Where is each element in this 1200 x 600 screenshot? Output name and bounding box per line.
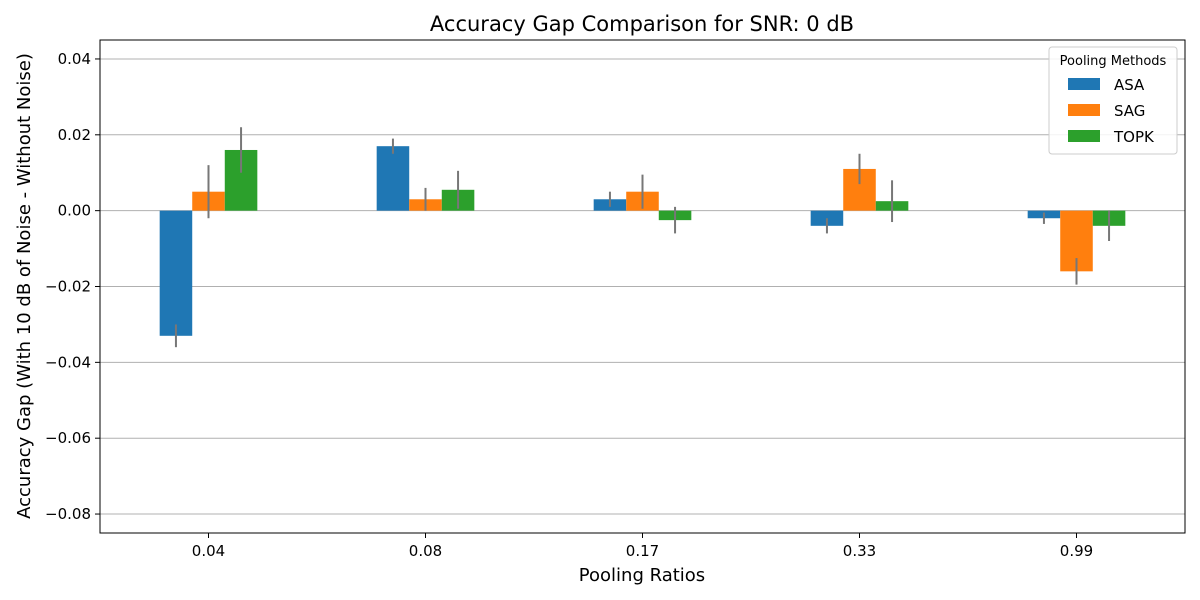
- legend-title: Pooling Methods: [1060, 54, 1167, 69]
- legend-items: ASA SAG TOPK: [1068, 76, 1155, 146]
- legend-label-sag: SAG: [1114, 102, 1145, 120]
- x-tick-label: 0.08: [409, 542, 442, 560]
- y-tick-label: −0.02: [45, 278, 91, 296]
- legend: Pooling Methods ASA SAG TOPK: [1048, 46, 1178, 155]
- y-tick-label: 0.04: [58, 50, 91, 68]
- y-axis-ticks: 0.04 0.02 0.00 −0.02 −0.04 −0.06 −0.08: [45, 50, 100, 523]
- x-axis-title: Pooling Ratios: [579, 565, 705, 586]
- y-tick-label: −0.08: [45, 505, 91, 523]
- y-tick-label: −0.06: [45, 429, 91, 447]
- bar-asa-0.08: [376, 146, 410, 211]
- legend-swatch-sag: [1068, 104, 1100, 116]
- y-tick-label: 0.00: [58, 202, 91, 220]
- y-axis-title: Accuracy Gap (With 10 dB of Noise - With…: [14, 53, 35, 519]
- error-bar-layer: [174, 127, 1111, 348]
- legend-swatch-topk: [1068, 130, 1100, 142]
- x-tick-label: 0.99: [1060, 542, 1093, 560]
- x-tick-label: 0.33: [843, 542, 876, 560]
- y-tick-label: −0.04: [45, 353, 91, 371]
- legend-label-asa: ASA: [1114, 76, 1145, 94]
- legend-swatch-asa: [1068, 78, 1100, 90]
- legend-label-topk: TOPK: [1113, 128, 1155, 146]
- chart-title: Accuracy Gap Comparison for SNR: 0 dB: [430, 12, 854, 36]
- x-tick-label: 0.04: [192, 542, 225, 560]
- y-tick-label: 0.02: [58, 126, 91, 144]
- legend-box: [1048, 46, 1178, 155]
- grid-layer: [100, 58, 1185, 515]
- x-axis-ticks: 0.04 0.08 0.17 0.33 0.99: [192, 533, 1093, 560]
- x-tick-label: 0.17: [626, 542, 659, 560]
- bar-asa-0.04: [159, 210, 193, 336]
